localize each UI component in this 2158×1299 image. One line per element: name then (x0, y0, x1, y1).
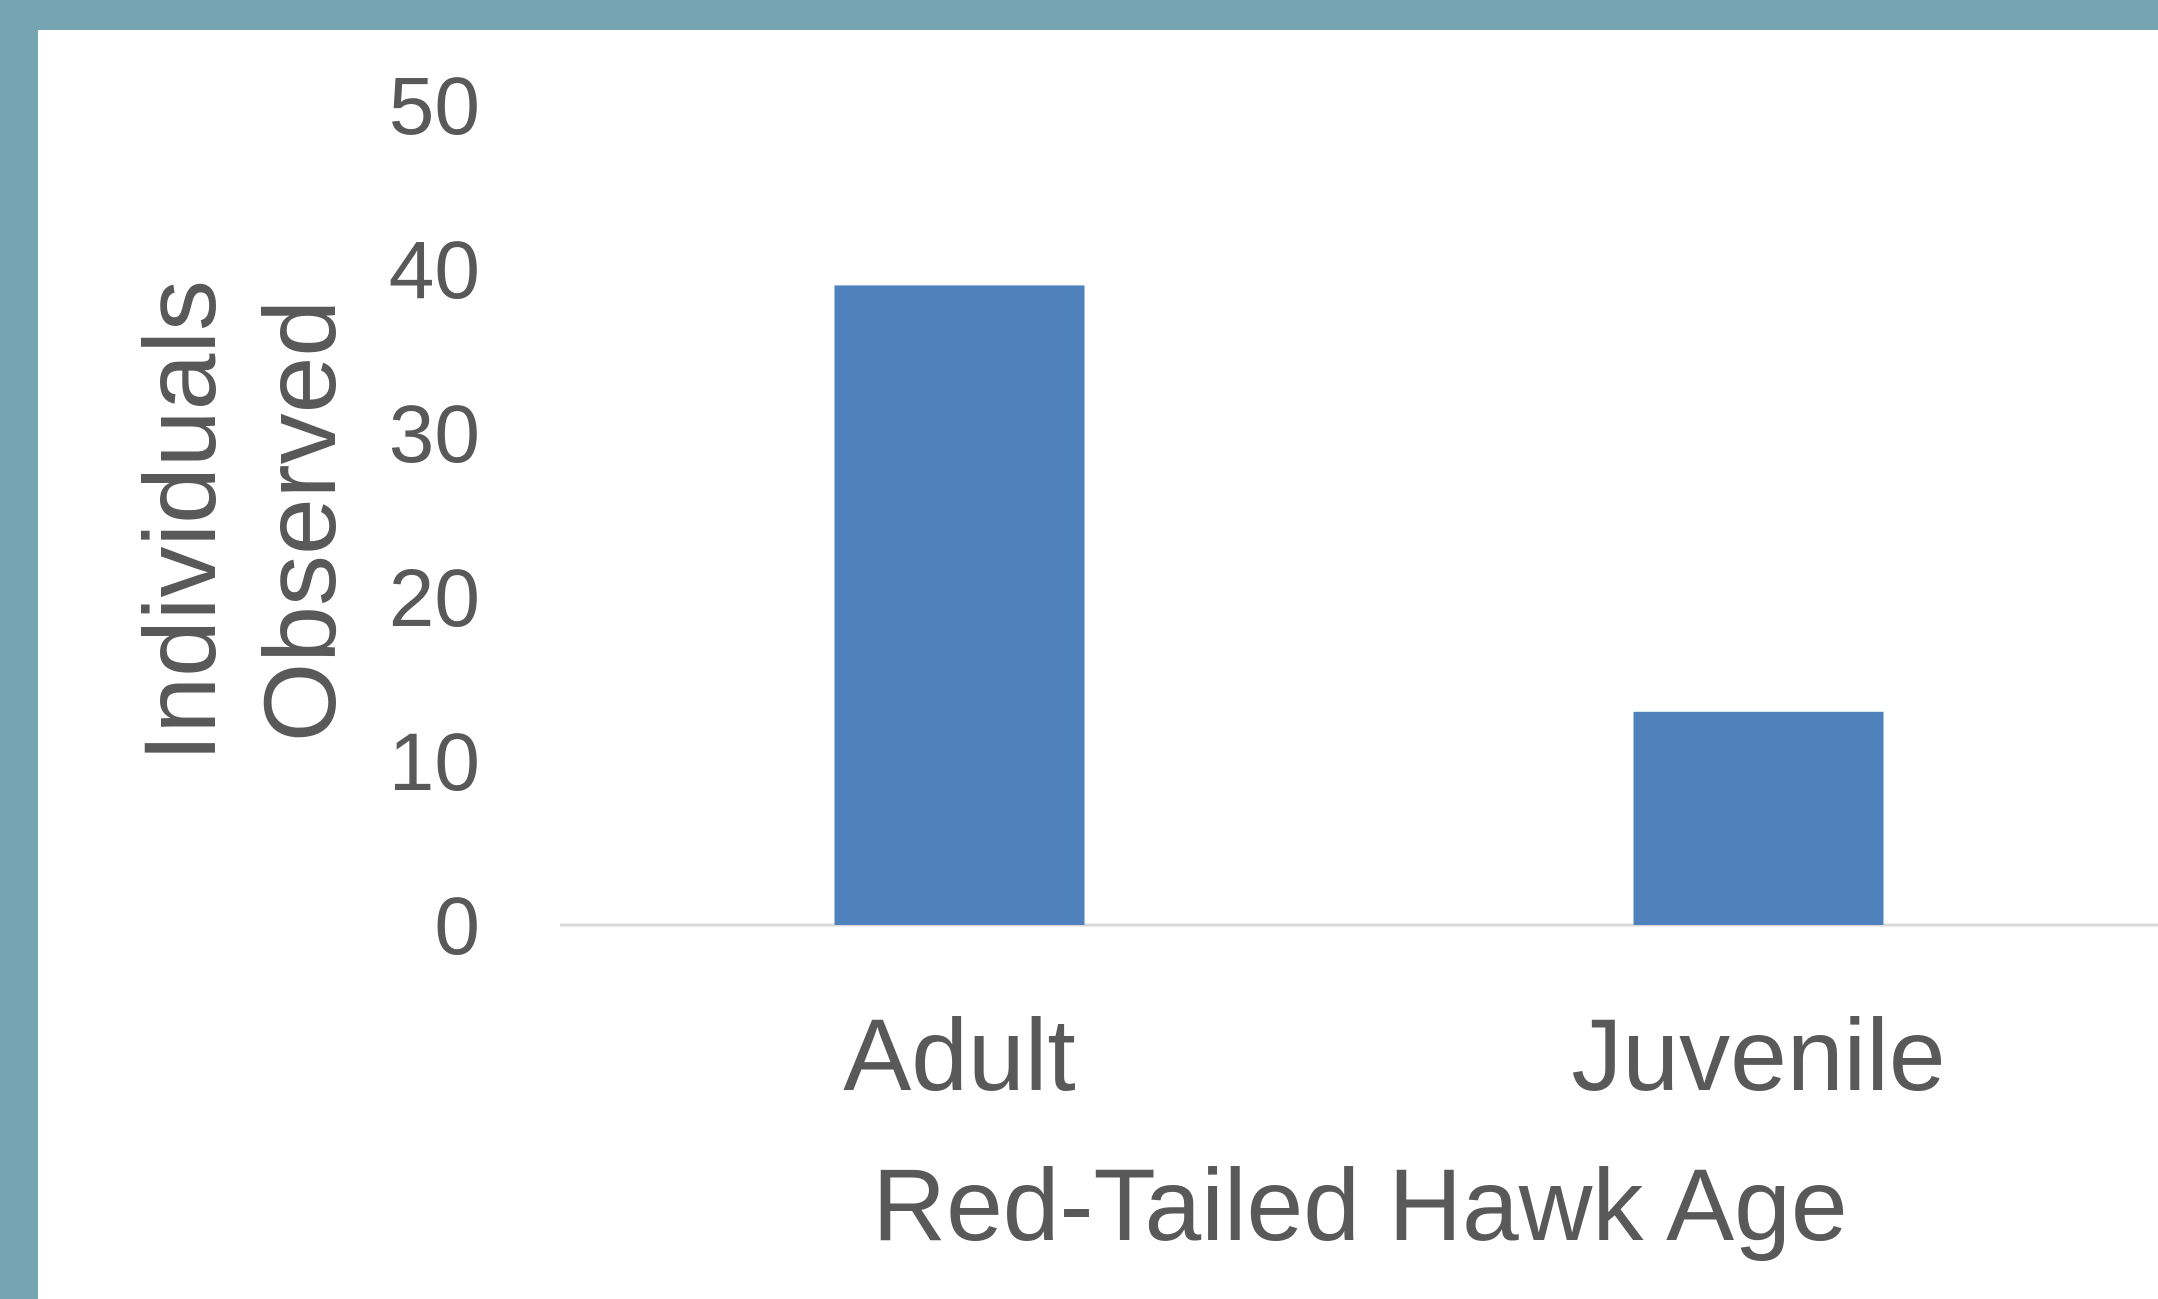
y-tick-label: 0 (434, 881, 480, 972)
y-axis-title: Individuals Observed (123, 280, 357, 762)
y-axis-title-line-1: Individuals (123, 280, 237, 762)
chart-background (38, 30, 2158, 1299)
bar-juvenile (1633, 711, 1884, 925)
x-category-label: Adult (843, 998, 1076, 1112)
x-axis-title: Red-Tailed Hawk Age (872, 1148, 1847, 1262)
y-tick-label: 30 (389, 389, 480, 480)
bar-adult (834, 285, 1085, 925)
y-tick-label: 40 (389, 225, 480, 316)
y-axis-title-line-2: Observed (243, 300, 357, 742)
y-tick-label: 10 (389, 717, 480, 808)
y-axis-ticks: 0 10 20 30 40 50 (389, 61, 480, 972)
y-tick-label: 20 (389, 553, 480, 644)
x-category-label: Juvenile (1571, 998, 1945, 1112)
x-axis-category-labels: Adult Juvenile (843, 998, 1945, 1112)
y-tick-label: 50 (389, 61, 480, 152)
bars (834, 285, 1884, 925)
